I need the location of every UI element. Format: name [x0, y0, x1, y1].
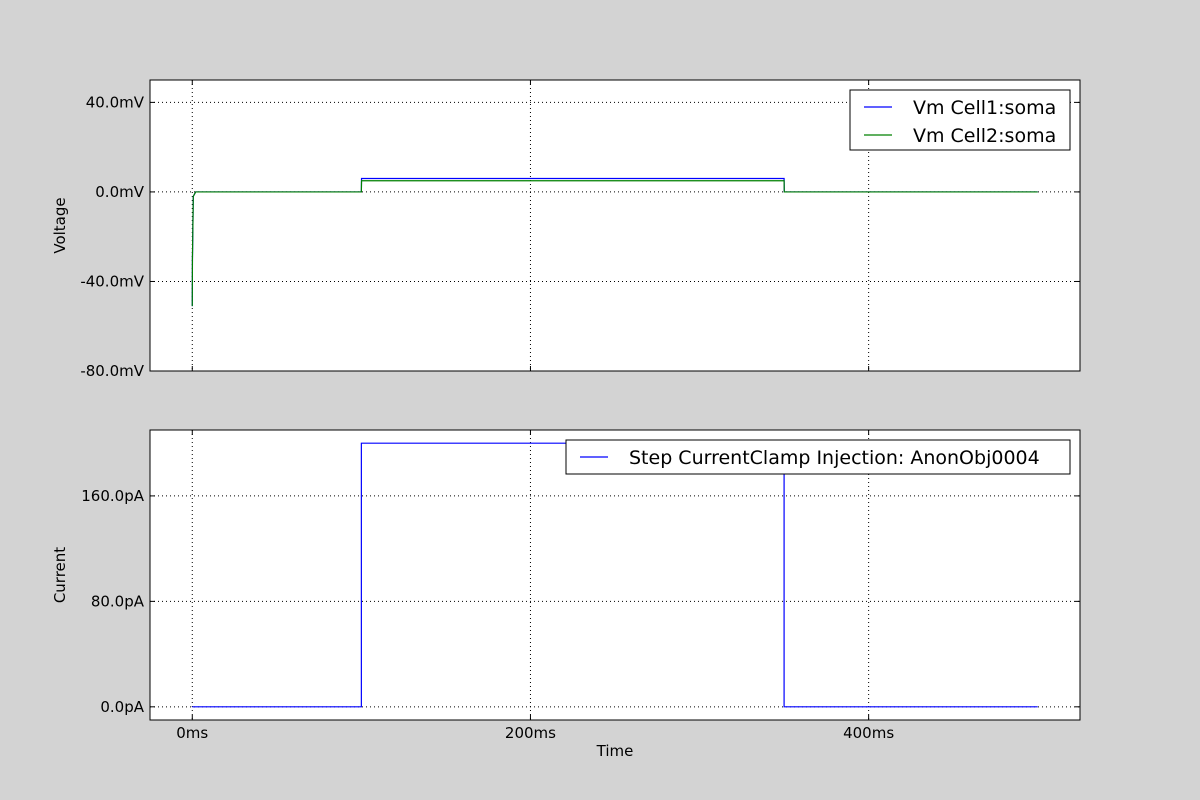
legend-box	[849, 89, 1071, 151]
series-line-1	[191, 180, 1038, 307]
y-tick-label: 40.0mV	[86, 93, 145, 111]
y-axis-label: Voltage	[51, 197, 69, 253]
plot-area	[150, 430, 1080, 720]
x-axis-label: Time	[596, 742, 634, 760]
x-tick-label: 200ms	[505, 724, 556, 742]
voltage-panel: -80.0mV -40.0mV 0.0mV 40.0mV Voltage Vm Cell1…	[51, 79, 1081, 380]
x-tick-label: 0ms	[176, 724, 208, 742]
legend-entry-0: Vm Cell1:soma	[913, 97, 1056, 119]
y-axis-label: Current	[51, 547, 69, 603]
legend-box	[565, 439, 1071, 475]
legend-entry-0: Step CurrentClamp Injection: AnonObj0004	[629, 447, 1040, 469]
legend-entry-1: Vm Cell2:soma	[913, 125, 1056, 147]
current-panel: 0.0pA 80.0pA 160.0pA 0ms 200ms 400ms Current Ti…	[51, 429, 1081, 760]
plot-frame	[149, 429, 1081, 721]
x-tick-label: 400ms	[843, 724, 894, 742]
y-tick-label: 0.0pA	[100, 698, 144, 716]
y-tick-label: 0.0mV	[95, 183, 144, 201]
y-tick-label: -40.0mV	[80, 272, 144, 290]
plot-frame	[149, 79, 1081, 372]
y-tick-label: 160.0pA	[81, 487, 144, 505]
legend: Step CurrentClamp Injection: AnonObj0004	[565, 439, 1071, 475]
legend: Vm Cell1:soma Vm Cell2:soma	[849, 89, 1071, 151]
y-tick-label: -80.0mV	[80, 362, 144, 380]
y-tick-label: 80.0pA	[91, 592, 145, 610]
